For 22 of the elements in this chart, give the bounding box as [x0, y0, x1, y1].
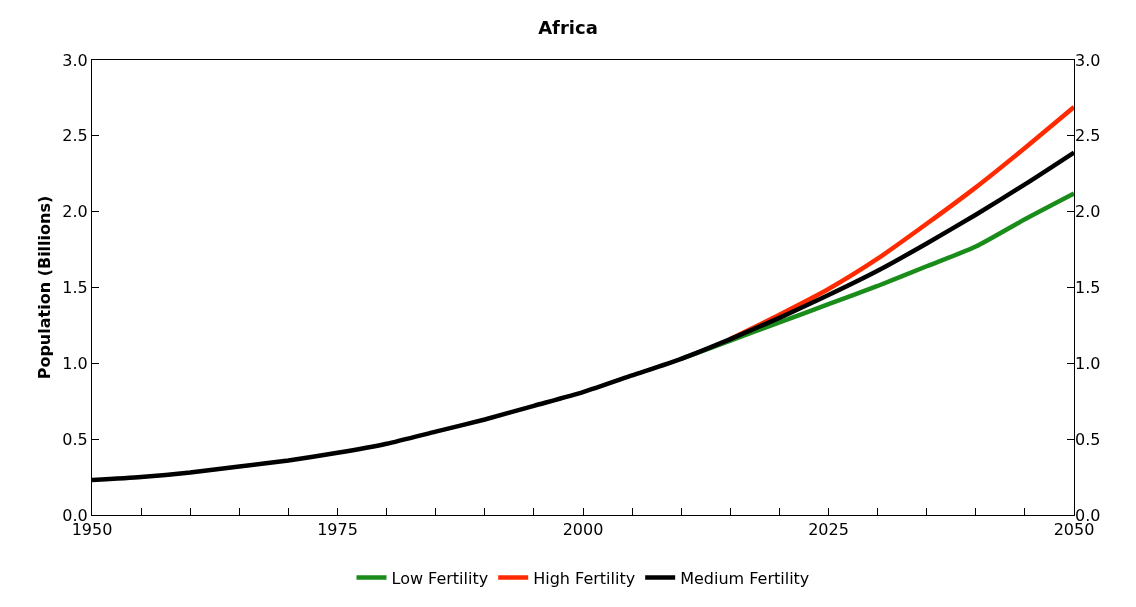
y2-tick-label: 2.5	[1075, 126, 1101, 146]
y2-tick-label: 3.0	[1075, 50, 1101, 70]
legend-label: Medium Fertility	[680, 568, 810, 588]
x-tick-label: 2050	[1053, 520, 1095, 540]
x-tick-label: 1950	[71, 520, 113, 540]
y-tick-label: 2.5	[62, 126, 88, 146]
y-tick-label: 1.5	[62, 278, 88, 298]
y2-tick-label: 1.0	[1075, 353, 1101, 373]
y-tick-label: 0.5	[62, 429, 88, 449]
legend-label: Low Fertility	[391, 568, 489, 588]
y2-tick-label: 1.5	[1075, 278, 1101, 298]
chart-title: Africa	[538, 16, 598, 38]
x-tick-label: 2025	[808, 520, 849, 540]
y-tick-label: 2.0	[62, 202, 88, 222]
y-tick-label: 1.0	[62, 353, 88, 373]
x-tick-label: 2000	[562, 520, 604, 540]
y2-tick-label: 2.0	[1075, 202, 1101, 222]
x-tick-label: 1975	[317, 520, 358, 540]
legend-label: High Fertility	[533, 568, 636, 588]
y-tick-label: 3.0	[62, 50, 88, 70]
y-axis-title: Population (Billions)	[35, 195, 54, 380]
y2-tick-label: 0.5	[1075, 429, 1101, 449]
